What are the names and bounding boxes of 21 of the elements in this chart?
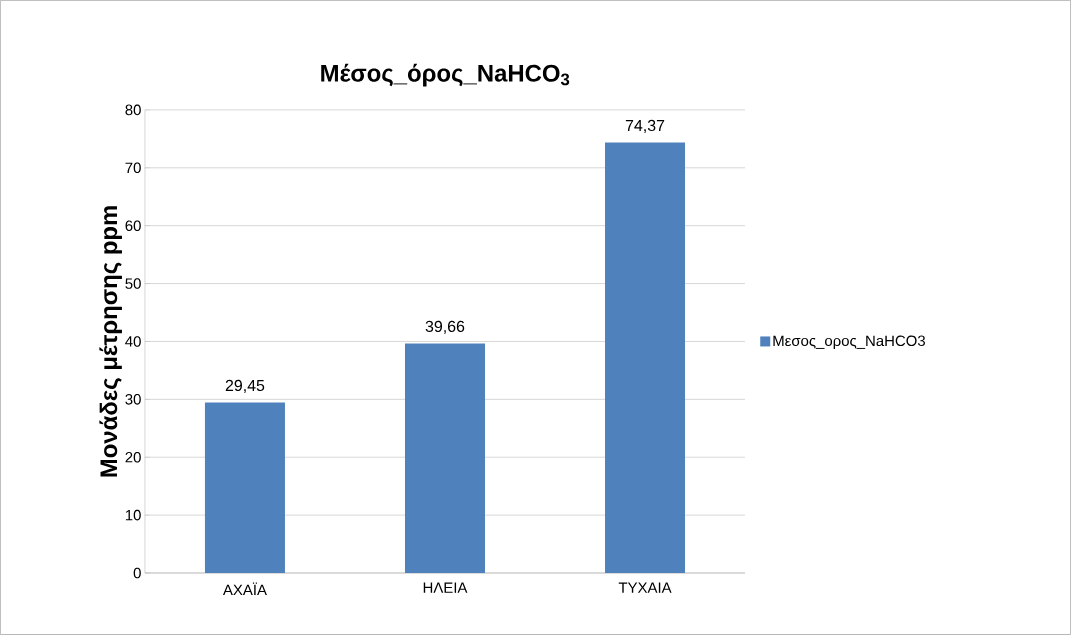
y-tick-label: 20 [125,451,141,463]
bar [404,343,485,574]
x-tick-label: ΗΛΕΙΑ [423,582,468,593]
x-tick-label: ΤΥΧΑΙΑ [618,582,672,593]
y-tick-label: 0 [133,567,141,579]
legend-label: Μεσος_ορος_NaHCO3 [773,335,925,350]
y-tick-label: 10 [125,509,141,521]
data-label: 74,37 [625,119,665,134]
y-tick-label: 40 [125,336,141,347]
bar [204,402,285,574]
y-tick-label: 80 [125,104,141,116]
y-axis-title: Μονάδες μέτρησης ppm [99,206,122,477]
y-tick-label: 50 [125,278,141,289]
y-tick-label: 60 [125,220,141,232]
chart-title: Μέσος_όρος_NaHCO$_{3}$ [321,63,570,87]
x-tick-label: ΑΧΑΪΑ [222,582,267,596]
data-label: 29,45 [225,379,265,394]
y-tick-label: 70 [125,162,141,174]
y-tick-label: 30 [125,394,141,405]
data-label: 39,66 [425,320,465,334]
bar [605,142,686,574]
